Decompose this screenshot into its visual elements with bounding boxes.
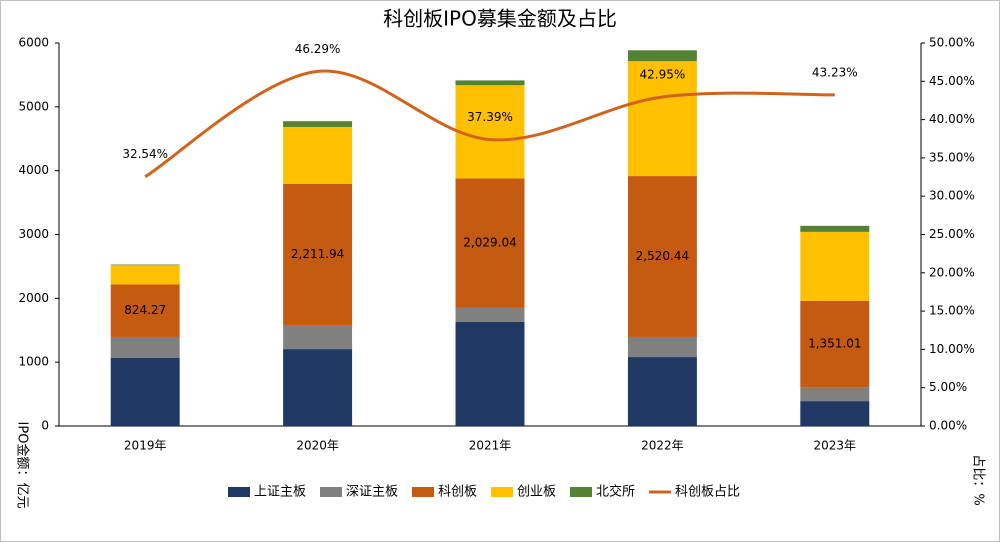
bar-segment — [110, 265, 180, 285]
y-tick-label: 2000 — [18, 291, 49, 305]
y-tick-label: 0 — [41, 419, 49, 433]
y2-tick-label: 5.00% — [929, 380, 967, 394]
bar-segment — [283, 121, 353, 127]
y-tick-label: 6000 — [18, 36, 49, 50]
bar-segment — [800, 300, 870, 388]
bar-segment — [455, 85, 525, 179]
y-axis-label: IPO金额：亿元 — [15, 422, 31, 509]
legend-swatch — [570, 487, 592, 497]
bar-segment — [800, 231, 870, 301]
bar-segment — [800, 387, 870, 402]
legend-swatch — [491, 487, 513, 497]
bar-segment — [627, 336, 697, 358]
legend-label: 上证主板 — [254, 485, 306, 500]
bar-segment — [455, 80, 525, 86]
y-tick-label: 3000 — [18, 227, 49, 241]
y2-tick-label: 45.00% — [929, 74, 975, 88]
bar-segment — [627, 176, 697, 337]
bar-segment — [110, 284, 180, 337]
legend-label: 深证主板 — [346, 485, 398, 500]
data-label: 2,520.44 — [636, 249, 689, 263]
y2-tick-label: 10.00% — [929, 342, 975, 356]
data-label: 32.54% — [122, 147, 168, 161]
bar-segment — [455, 321, 525, 426]
chart-title: 科创板IPO募集金额及占比 — [383, 7, 617, 31]
y2-tick-label: 25.00% — [929, 227, 975, 241]
data-label: 2,211.94 — [291, 247, 344, 261]
y2-axis-label: 占比：% — [971, 454, 986, 505]
y2-tick-label: 20.00% — [929, 265, 975, 279]
x-tick-label: 2022年 — [641, 439, 684, 453]
bar-segment — [800, 401, 870, 426]
legend-swatch — [228, 487, 250, 497]
bar-segment — [110, 358, 180, 426]
y2-tick-label: 0.00% — [929, 419, 967, 433]
y2-tick-label: 15.00% — [929, 304, 975, 318]
y-tick-label: 5000 — [18, 99, 49, 113]
y2-tick-label: 50.00% — [929, 36, 975, 50]
data-label: 46.29% — [295, 42, 341, 56]
bar-segment — [110, 336, 180, 359]
bar-segment — [283, 349, 353, 426]
y-tick-label: 1000 — [18, 355, 49, 369]
y2-tick-label: 30.00% — [929, 189, 975, 203]
bar-segment — [627, 357, 697, 426]
legend-swatch — [412, 487, 434, 497]
legend-label: 北交所 — [596, 484, 635, 500]
x-tick-label: 2021年 — [469, 439, 512, 453]
x-tick-label: 2023年 — [814, 439, 857, 453]
x-tick-label: 2020年 — [296, 439, 339, 453]
data-label: 824.27 — [124, 303, 166, 317]
data-label: 37.39% — [467, 110, 513, 124]
bar-segment — [627, 50, 697, 62]
bar-segment — [455, 178, 525, 308]
y2-tick-label: 35.00% — [929, 150, 975, 164]
bar-segment — [455, 307, 525, 322]
data-label: 2,029.04 — [463, 236, 516, 250]
data-label: 42.95% — [640, 68, 686, 82]
bar-segment — [283, 324, 353, 350]
y2-tick-label: 40.00% — [929, 112, 975, 126]
data-label: 1,351.01 — [808, 336, 861, 350]
bar-segment — [110, 264, 180, 266]
legend-label: 科创板 — [438, 485, 477, 500]
y-tick-label: 4000 — [18, 163, 49, 177]
bar-segment — [800, 225, 870, 232]
line-series — [144, 69, 835, 179]
legend-label: 科创板占比 — [675, 485, 740, 500]
legend-label: 创业板 — [517, 485, 556, 500]
legend-swatch — [320, 487, 342, 497]
data-label: 43.23% — [812, 65, 858, 79]
bar-segment — [283, 126, 353, 184]
x-tick-label: 2019年 — [124, 439, 167, 453]
bar-segment — [627, 61, 697, 177]
bar-segment — [283, 183, 353, 325]
